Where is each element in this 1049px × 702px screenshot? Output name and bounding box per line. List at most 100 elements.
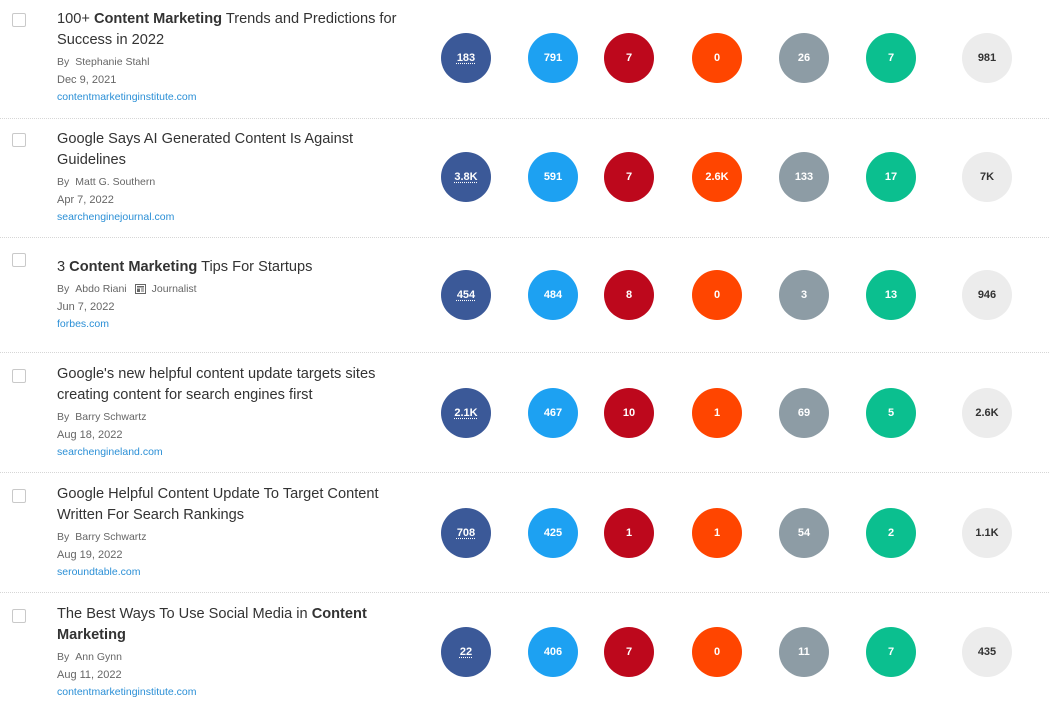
total-engagement-circle: 1.1K xyxy=(962,508,1012,558)
domain-link[interactable]: contentmarketinginstitute.com xyxy=(57,686,197,698)
article-title[interactable]: Google Helpful Content Update To Target … xyxy=(57,486,379,523)
links-count-circle: 69 xyxy=(779,388,829,438)
links-count-circle: 3 xyxy=(779,270,829,320)
evergreen-score-circle: 7 xyxy=(866,33,916,83)
newspaper-icon xyxy=(134,284,146,294)
published-date: Aug 18, 2022 xyxy=(57,429,123,441)
reddit-engagement-circle: 1 xyxy=(692,508,742,558)
article-title[interactable]: Google Says AI Generated Content Is Agai… xyxy=(57,131,354,168)
pinterest-pins-circle: 1 xyxy=(604,508,654,558)
total-engagement-circle: 2.6K xyxy=(962,388,1012,438)
total-engagement-circle: 435 xyxy=(962,627,1012,677)
pinterest-pins-circle: 8 xyxy=(604,270,654,320)
reddit-engagement-circle: 2.6K xyxy=(692,152,742,202)
journalist-tag: Journalist xyxy=(134,282,197,296)
article-title[interactable]: 3 Content Marketing Tips For Startups xyxy=(57,259,313,275)
links-count-circle: 54 xyxy=(779,508,829,558)
table-row: Google's new helpful content update targ… xyxy=(0,353,1049,473)
article-byline: By Stephanie Stahl xyxy=(57,55,407,69)
row-checkbox[interactable] xyxy=(12,13,26,27)
facebook-engagement-circle[interactable]: 708 xyxy=(441,508,491,558)
author-link[interactable]: Ann Gynn xyxy=(75,651,122,663)
author-link[interactable]: Barry Schwartz xyxy=(75,531,147,543)
row-checkbox[interactable] xyxy=(12,253,26,267)
article-info: Google Says AI Generated Content Is Agai… xyxy=(57,129,407,224)
by-label: By xyxy=(57,651,70,663)
author-link[interactable]: Matt G. Southern xyxy=(75,176,156,188)
article-byline: By Matt G. Southern xyxy=(57,175,407,189)
author-link[interactable]: Stephanie Stahl xyxy=(75,56,150,68)
twitter-shares-circle: 484 xyxy=(528,270,578,320)
total-engagement-circle: 946 xyxy=(962,270,1012,320)
evergreen-score-circle: 5 xyxy=(866,388,916,438)
reddit-engagement-circle: 0 xyxy=(692,627,742,677)
total-engagement-circle: 7K xyxy=(962,152,1012,202)
twitter-shares-circle: 467 xyxy=(528,388,578,438)
article-info: Google Helpful Content Update To Target … xyxy=(57,484,407,579)
article-byline: By Ann Gynn xyxy=(57,650,407,664)
reddit-engagement-circle: 0 xyxy=(692,33,742,83)
table-row: The Best Ways To Use Social Media in Con… xyxy=(0,593,1049,702)
table-row: 100+ Content Marketing Trends and Predic… xyxy=(0,0,1049,119)
published-date: Dec 9, 2021 xyxy=(57,74,117,86)
article-title[interactable]: Google's new helpful content update targ… xyxy=(57,366,376,403)
journalist-label: Journalist xyxy=(151,283,197,295)
row-checkbox[interactable] xyxy=(12,133,26,147)
table-row: Google Helpful Content Update To Target … xyxy=(0,473,1049,593)
table-row: 3 Content Marketing Tips For Startups By… xyxy=(0,238,1049,353)
article-info: 3 Content Marketing Tips For Startups By… xyxy=(57,257,407,331)
twitter-shares-circle: 591 xyxy=(528,152,578,202)
pinterest-pins-circle: 7 xyxy=(604,152,654,202)
facebook-engagement-circle[interactable]: 183 xyxy=(441,33,491,83)
author-link[interactable]: Barry Schwartz xyxy=(75,411,147,423)
article-title[interactable]: 100+ Content Marketing Trends and Predic… xyxy=(57,11,397,48)
by-label: By xyxy=(57,531,70,543)
row-checkbox[interactable] xyxy=(12,369,26,383)
links-count-circle: 26 xyxy=(779,33,829,83)
evergreen-score-circle: 7 xyxy=(866,627,916,677)
article-info: 100+ Content Marketing Trends and Predic… xyxy=(57,9,407,104)
facebook-engagement-circle[interactable]: 3.8K xyxy=(441,152,491,202)
domain-link[interactable]: forbes.com xyxy=(57,318,109,330)
domain-link[interactable]: searchengineland.com xyxy=(57,446,163,458)
published-date: Aug 11, 2022 xyxy=(57,669,122,681)
evergreen-score-circle: 2 xyxy=(866,508,916,558)
domain-link[interactable]: contentmarketinginstitute.com xyxy=(57,91,197,103)
published-date: Jun 7, 2022 xyxy=(57,301,115,313)
twitter-shares-circle: 425 xyxy=(528,508,578,558)
row-checkbox[interactable] xyxy=(12,489,26,503)
table-row: Google Says AI Generated Content Is Agai… xyxy=(0,119,1049,238)
article-byline: By Barry Schwartz xyxy=(57,410,407,424)
article-info: The Best Ways To Use Social Media in Con… xyxy=(57,604,407,699)
by-label: By xyxy=(57,283,70,295)
by-label: By xyxy=(57,56,70,68)
author-link[interactable]: Abdo Riani xyxy=(75,283,127,295)
facebook-engagement-circle[interactable]: 454 xyxy=(441,270,491,320)
reddit-engagement-circle: 1 xyxy=(692,388,742,438)
twitter-shares-circle: 406 xyxy=(528,627,578,677)
published-date: Aug 19, 2022 xyxy=(57,549,123,561)
row-checkbox[interactable] xyxy=(12,609,26,623)
domain-link[interactable]: searchenginejournal.com xyxy=(57,211,175,223)
reddit-engagement-circle: 0 xyxy=(692,270,742,320)
evergreen-score-circle: 17 xyxy=(866,152,916,202)
published-date: Apr 7, 2022 xyxy=(57,194,114,206)
pinterest-pins-circle: 10 xyxy=(604,388,654,438)
article-title[interactable]: The Best Ways To Use Social Media in Con… xyxy=(57,606,367,643)
domain-link[interactable]: seroundtable.com xyxy=(57,566,141,578)
by-label: By xyxy=(57,411,70,423)
article-byline: By Barry Schwartz xyxy=(57,530,407,544)
total-engagement-circle: 981 xyxy=(962,33,1012,83)
article-byline: By Abdo Riani Journalist xyxy=(57,282,407,296)
article-info: Google's new helpful content update targ… xyxy=(57,364,407,459)
facebook-engagement-circle[interactable]: 2.1K xyxy=(441,388,491,438)
evergreen-score-circle: 13 xyxy=(866,270,916,320)
pinterest-pins-circle: 7 xyxy=(604,627,654,677)
pinterest-pins-circle: 7 xyxy=(604,33,654,83)
links-count-circle: 11 xyxy=(779,627,829,677)
by-label: By xyxy=(57,176,70,188)
links-count-circle: 133 xyxy=(779,152,829,202)
facebook-engagement-circle[interactable]: 22 xyxy=(441,627,491,677)
twitter-shares-circle: 791 xyxy=(528,33,578,83)
